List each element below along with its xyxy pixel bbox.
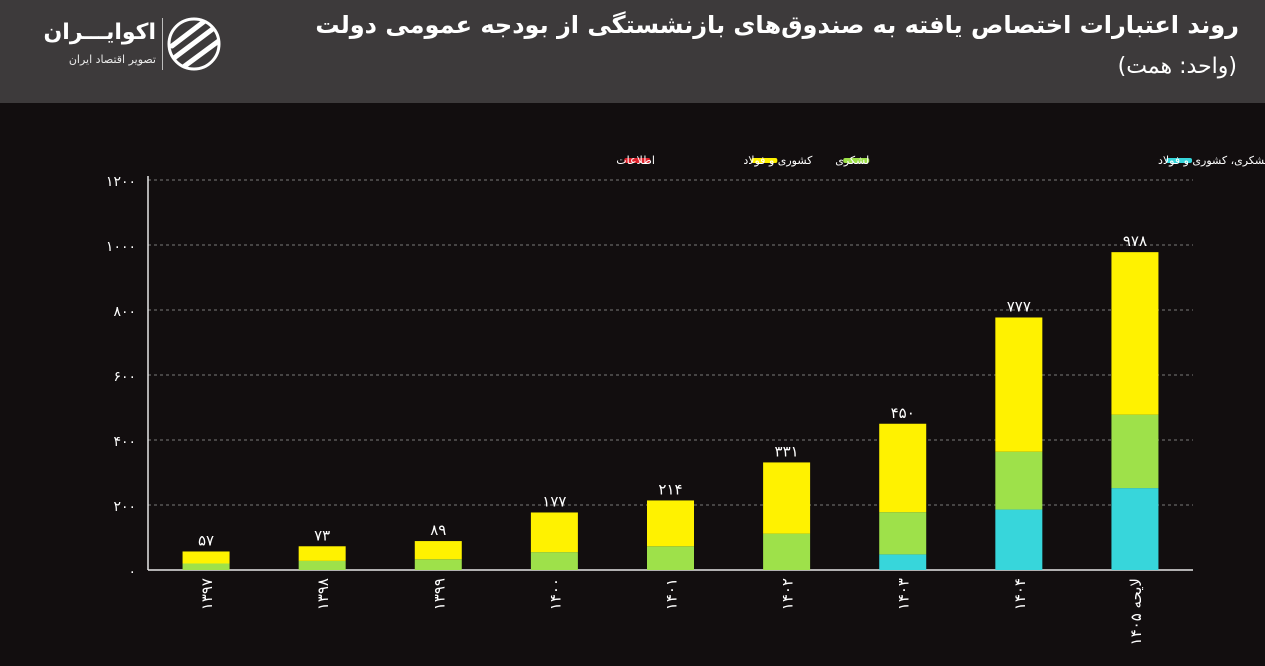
- bar-segment: [530, 552, 578, 570]
- bar-segment: [647, 500, 694, 547]
- x-tick-label: ۱۴۰۳: [895, 578, 913, 610]
- chart-bars: [182, 252, 1159, 570]
- x-tick-label: ۱۴۰۴: [1011, 578, 1029, 610]
- bar-segment: [530, 512, 578, 553]
- legend-swatch: [624, 158, 651, 163]
- bar-segment: [1111, 488, 1159, 570]
- brand-logo: اکوایـــران تصویر اقتصاد ایران: [38, 12, 228, 76]
- bar-segment: [298, 560, 346, 570]
- ecoiran-logo-icon: [167, 17, 221, 71]
- x-tick-label: ۱۳۹۹: [430, 578, 448, 610]
- bar-total-label: ۲۱۴: [658, 480, 682, 498]
- brand-divider: [162, 18, 163, 70]
- bar-segment: [763, 533, 811, 570]
- bar-segment: [182, 563, 230, 570]
- bar-segment: [298, 546, 346, 561]
- bar-segment: [879, 512, 927, 555]
- bar-segment: [414, 541, 462, 560]
- bar-total-label: ۹۷۸: [1123, 232, 1147, 250]
- bar-segment: [879, 423, 927, 513]
- x-tick-label: ۱۴۰۲: [779, 578, 797, 610]
- chart-unit-subtitle: (واحد: همت): [1117, 54, 1237, 79]
- chart-legend: متناسب‌سازی حقوق بازنشستگان لشکری، کشوری…: [616, 154, 1265, 167]
- bar-segment: [182, 551, 230, 564]
- bar-total-label: ۵۷: [198, 531, 214, 549]
- bar-segment: [1111, 414, 1159, 489]
- bar-total-label: ۸۹: [430, 521, 446, 539]
- legend-swatch: [751, 158, 778, 163]
- bar-segment: [879, 554, 927, 570]
- x-tick-label: ۱۳۹۸: [314, 578, 332, 610]
- y-tick-label: ۰: [128, 564, 136, 580]
- brand-tagline: تصویر اقتصاد ایران: [68, 53, 156, 66]
- y-tick-label: ۲۰۰: [113, 499, 136, 515]
- y-tick-label: ۱۰۰۰: [106, 239, 136, 255]
- x-tick-label: ۱۴۰۰: [546, 578, 564, 610]
- legend-swatch: [843, 158, 870, 163]
- legend-label: اطلاعات: [616, 154, 655, 167]
- x-tick-label: ۱۴۰۱: [663, 578, 681, 610]
- x-tick-label: لایحه ۱۴۰۵: [1127, 578, 1145, 645]
- legend-swatch: [1166, 158, 1192, 163]
- y-tick-label: ۱۲۰۰: [106, 174, 136, 190]
- bar-segment: [414, 559, 462, 570]
- legend-label: متناسب‌سازی حقوق بازنشستگان لشکری، کشوری…: [1158, 154, 1265, 167]
- chart-title: روند اعتبارات اختصاص یافته به صندوق‌های …: [315, 11, 1239, 39]
- bar-total-label: ۷۳: [314, 526, 330, 544]
- bar-segment: [995, 317, 1043, 452]
- chart-header: روند اعتبارات اختصاص یافته به صندوق‌های …: [0, 0, 1265, 103]
- bar-total-label: ۷۷۷: [1007, 297, 1031, 315]
- bar-segment: [995, 509, 1043, 570]
- bar-total-label: ۴۵۰: [891, 404, 915, 422]
- bar-segment: [1111, 252, 1159, 415]
- bar-total-label: ۱۷۷: [542, 492, 566, 510]
- bar-segment: [647, 546, 694, 570]
- legend-label: کشوری و فولاد: [743, 154, 813, 167]
- x-axis: ۱۳۹۷ ۱۳۹۸ ۱۳۹۹ ۱۴۰۰ ۱۴۰۱ ۱۴۰۲ ۱۴۰۳ ۱۴۰۴ لایحه ۱۴…: [198, 578, 1145, 645]
- y-tick-label: ۸۰۰: [113, 304, 136, 320]
- bar-segment: [763, 462, 811, 534]
- bar-total-labels: ۵۷ ۷۳ ۸۹ ۱۷۷ ۲۱۴ ۳۳۱ ۴۵۰ ۷۷۷ ۹۷۸: [198, 232, 1147, 549]
- x-tick-label: ۱۳۹۷: [198, 578, 216, 610]
- legend-label: لشکری: [835, 154, 869, 167]
- brand-name: اکوایـــران: [43, 20, 157, 45]
- y-tick-label: ۴۰۰: [113, 434, 136, 450]
- bar-segment: [995, 451, 1043, 510]
- bar-total-label: ۳۳۱: [775, 442, 799, 460]
- y-tick-label: ۶۰۰: [113, 369, 136, 385]
- stacked-bar-chart: متناسب‌سازی حقوق بازنشستگان لشکری، کشوری…: [106, 154, 1265, 645]
